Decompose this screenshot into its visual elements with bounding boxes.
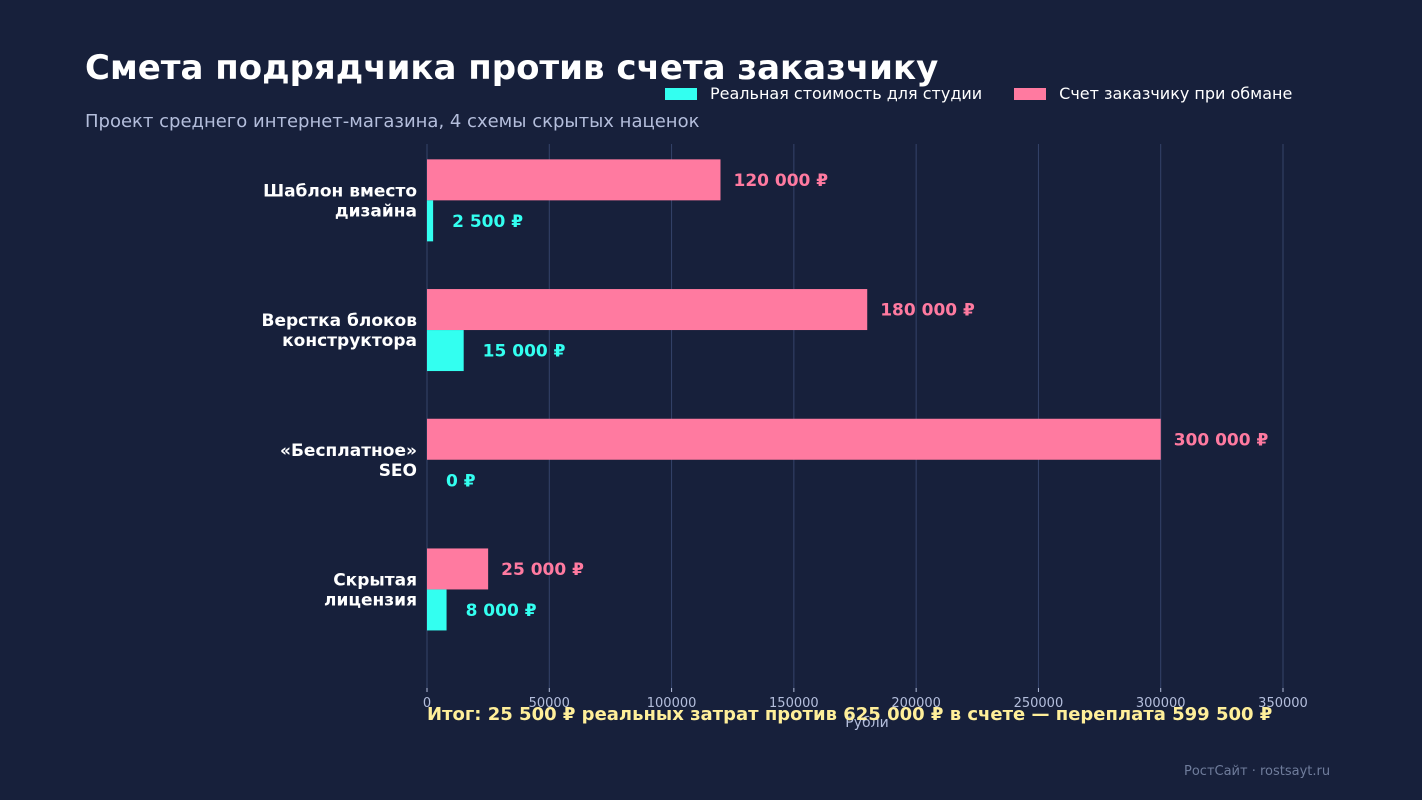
data-label-invoice-1: 180 000 ₽ (880, 301, 975, 321)
bar-real-1 (427, 330, 464, 372)
chart-title: Смета подрядчика против счета заказчику (85, 48, 939, 88)
category-label-1-0: Верстка блоков (262, 311, 418, 331)
x-axis-label: Рубли (845, 715, 888, 731)
tick-label-7: 350000 (1258, 696, 1308, 711)
legend-swatch-real (665, 87, 697, 100)
category-label-2-1: SEO (379, 461, 417, 481)
data-label-invoice-3: 25 000 ₽ (501, 560, 584, 580)
legend-item-invoice: Счет заказчику при обмане (1014, 84, 1292, 103)
data-label-real-2: 0 ₽ (446, 471, 476, 491)
chart-subtitle: Проект среднего интернет-магазина, 4 схе… (85, 111, 700, 132)
category-label-1-1: конструктора (282, 331, 417, 351)
category-label-3-0: Скрытая (333, 570, 417, 590)
tick-label-6: 300000 (1136, 696, 1186, 711)
tick-label-5: 250000 (1014, 696, 1064, 711)
bar-real-3 (427, 589, 447, 631)
data-label-real-1: 15 000 ₽ (483, 342, 566, 362)
legend-swatch-invoice (1014, 87, 1047, 100)
category-label-0-1: дизайна (335, 201, 417, 221)
data-label-invoice-2: 300 000 ₽ (1174, 430, 1269, 450)
bar-invoice-0 (427, 159, 721, 201)
tick-label-4: 200000 (891, 696, 941, 711)
bar-invoice-2 (427, 418, 1161, 460)
legend-item-real: Реальная стоимость для студии (665, 84, 982, 103)
tick-label-3: 150000 (769, 696, 819, 711)
tick-label-1: 50000 (529, 696, 570, 711)
bar-invoice-1 (427, 289, 868, 331)
tick-label-2: 100000 (647, 696, 697, 711)
bar-invoice-3 (427, 548, 489, 590)
summary-annotation: Итог: 25 500 ₽ реальных затрат против 62… (427, 704, 1272, 725)
category-label-0-0: Шаблон вместо (263, 181, 417, 201)
category-label-2-0: «Бесплатное» (280, 441, 417, 461)
tick-label-0: 0 (423, 696, 431, 711)
bar-real-0 (427, 200, 434, 242)
legend-label-invoice: Счет заказчику при обмане (1059, 84, 1293, 103)
legend-label-real: Реальная стоимость для студии (710, 84, 983, 103)
data-label-real-0: 2 500 ₽ (452, 212, 523, 232)
footer-credit: РостСайт · rostsayt.ru (1184, 764, 1331, 779)
category-label-3-1: лицензия (324, 590, 417, 610)
data-label-real-3: 8 000 ₽ (466, 601, 537, 621)
data-label-invoice-0: 120 000 ₽ (733, 171, 828, 191)
chart-legend: Реальная стоимость для студии Счет заказ… (665, 84, 1324, 103)
